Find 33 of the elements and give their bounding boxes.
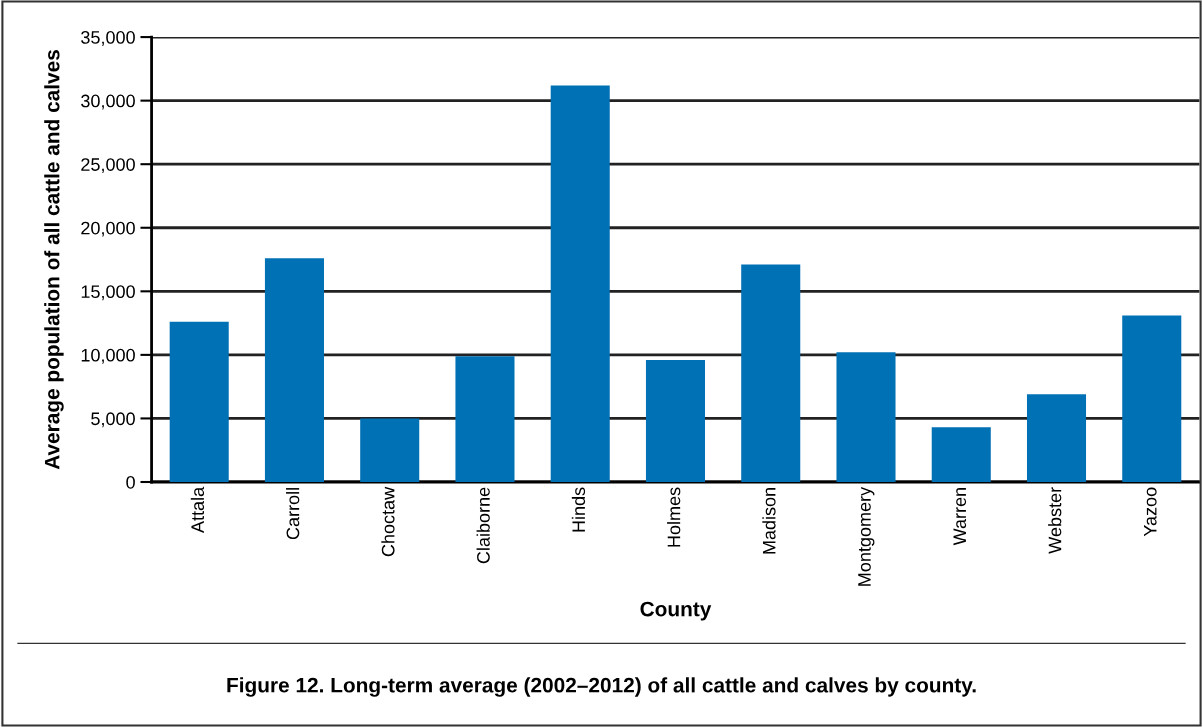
x-tick-label: Madison bbox=[762, 488, 776, 554]
x-tick-label: Holmes bbox=[667, 487, 681, 547]
y-tick-label: 0 bbox=[126, 475, 135, 489]
bar bbox=[645, 359, 706, 482]
bar bbox=[741, 264, 801, 482]
bar bbox=[169, 321, 229, 482]
bar bbox=[1122, 315, 1182, 482]
y-tick-label: 30,000 bbox=[81, 94, 135, 110]
x-tick-label: Choctaw bbox=[381, 486, 395, 557]
y-axis-title: Average population of all cattle and calves bbox=[44, 50, 64, 470]
bar bbox=[836, 352, 896, 482]
x-tick-label: Attala bbox=[190, 486, 205, 533]
x-tick-label: Claiborne bbox=[476, 487, 490, 564]
bar bbox=[1026, 394, 1087, 482]
x-tick-label: Hinds bbox=[571, 487, 586, 532]
y-tick-label: 20,000 bbox=[81, 221, 135, 237]
bar bbox=[360, 418, 420, 482]
y-tick-label: 10,000 bbox=[81, 348, 135, 364]
bar bbox=[455, 356, 515, 482]
y-tick-label: 5,000 bbox=[91, 412, 135, 428]
x-tick-label: Warren bbox=[953, 488, 967, 546]
bar bbox=[550, 85, 610, 482]
y-tick-label: 15,000 bbox=[81, 285, 135, 301]
y-tick-label: 35,000 bbox=[81, 31, 135, 46]
x-tick-label: Carroll bbox=[286, 488, 300, 540]
bar bbox=[264, 258, 324, 482]
x-tick-label: Webster bbox=[1048, 487, 1062, 554]
bar bbox=[931, 427, 991, 482]
y-tick-label: 25,000 bbox=[81, 158, 135, 174]
x-tick-label: Montgomery bbox=[858, 486, 875, 586]
caption: Figure 12. Long-term average (2002–2012) of all cattle and calves by county. bbox=[227, 677, 976, 697]
x-axis-title: County bbox=[640, 601, 712, 621]
x-tick-label: Yazoo bbox=[1144, 487, 1157, 537]
